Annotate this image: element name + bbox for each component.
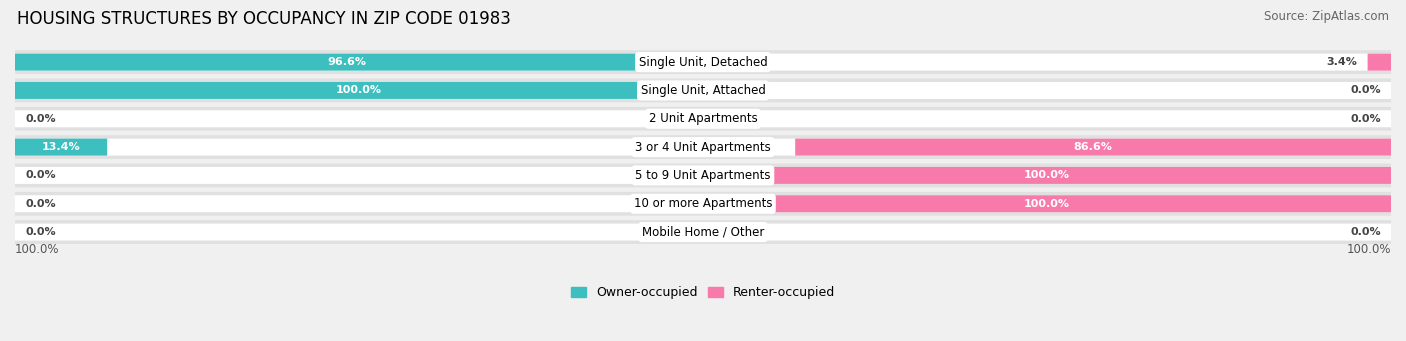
Text: Single Unit, Detached: Single Unit, Detached <box>638 56 768 69</box>
FancyBboxPatch shape <box>703 167 1391 184</box>
Text: 0.0%: 0.0% <box>1350 227 1381 237</box>
FancyBboxPatch shape <box>15 54 679 71</box>
Text: 0.0%: 0.0% <box>1350 86 1381 95</box>
FancyBboxPatch shape <box>15 82 1391 99</box>
Text: 10 or more Apartments: 10 or more Apartments <box>634 197 772 210</box>
Text: 100.0%: 100.0% <box>1024 199 1070 209</box>
Text: 100.0%: 100.0% <box>15 243 59 256</box>
FancyBboxPatch shape <box>15 224 1391 241</box>
Text: 0.0%: 0.0% <box>1350 114 1381 124</box>
Text: 0.0%: 0.0% <box>25 199 56 209</box>
FancyBboxPatch shape <box>15 195 1391 212</box>
Text: Mobile Home / Other: Mobile Home / Other <box>641 226 765 239</box>
FancyBboxPatch shape <box>15 110 1391 127</box>
Text: 3.4%: 3.4% <box>1326 57 1357 67</box>
FancyBboxPatch shape <box>15 50 1391 74</box>
Text: Source: ZipAtlas.com: Source: ZipAtlas.com <box>1264 10 1389 23</box>
Text: 5 to 9 Unit Apartments: 5 to 9 Unit Apartments <box>636 169 770 182</box>
Text: 0.0%: 0.0% <box>25 170 56 180</box>
Text: 86.6%: 86.6% <box>1074 142 1112 152</box>
FancyBboxPatch shape <box>796 138 1391 155</box>
FancyBboxPatch shape <box>15 220 1391 244</box>
FancyBboxPatch shape <box>15 192 1391 216</box>
Text: Single Unit, Attached: Single Unit, Attached <box>641 84 765 97</box>
Text: HOUSING STRUCTURES BY OCCUPANCY IN ZIP CODE 01983: HOUSING STRUCTURES BY OCCUPANCY IN ZIP C… <box>17 10 510 28</box>
FancyBboxPatch shape <box>15 167 1391 184</box>
Text: 96.6%: 96.6% <box>328 57 367 67</box>
Text: 0.0%: 0.0% <box>25 114 56 124</box>
FancyBboxPatch shape <box>15 82 703 99</box>
FancyBboxPatch shape <box>15 107 1391 131</box>
FancyBboxPatch shape <box>15 138 1391 155</box>
Text: 0.0%: 0.0% <box>25 227 56 237</box>
Legend: Owner-occupied, Renter-occupied: Owner-occupied, Renter-occupied <box>567 281 839 305</box>
Text: 100.0%: 100.0% <box>1347 243 1391 256</box>
FancyBboxPatch shape <box>15 54 1391 71</box>
FancyBboxPatch shape <box>1368 54 1391 71</box>
Text: 13.4%: 13.4% <box>42 142 80 152</box>
Text: 100.0%: 100.0% <box>336 86 382 95</box>
Text: 2 Unit Apartments: 2 Unit Apartments <box>648 112 758 125</box>
FancyBboxPatch shape <box>15 135 1391 159</box>
Text: 100.0%: 100.0% <box>1024 170 1070 180</box>
FancyBboxPatch shape <box>15 164 1391 187</box>
FancyBboxPatch shape <box>15 78 1391 102</box>
Text: 3 or 4 Unit Apartments: 3 or 4 Unit Apartments <box>636 140 770 153</box>
FancyBboxPatch shape <box>15 138 107 155</box>
FancyBboxPatch shape <box>703 195 1391 212</box>
